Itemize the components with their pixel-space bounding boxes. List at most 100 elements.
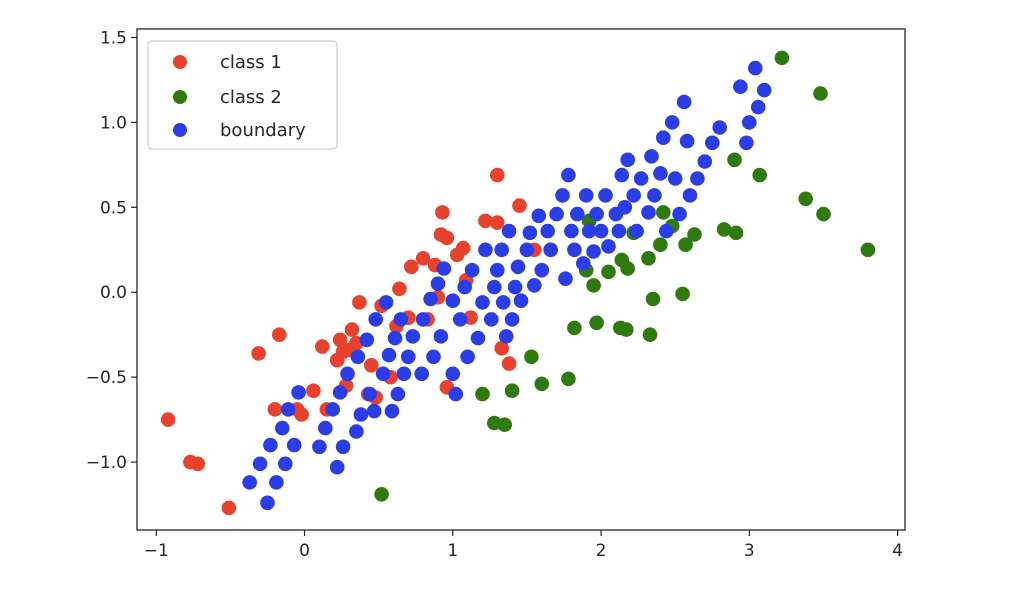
point-class-1 (294, 407, 309, 422)
point-boundary (593, 223, 609, 239)
point-boundary (598, 188, 613, 203)
point-boundary (415, 312, 431, 327)
point-class-1 (478, 213, 493, 229)
point-class-2 (813, 86, 828, 101)
point-boundary (436, 261, 452, 276)
point-boundary (433, 329, 449, 344)
point-boundary (739, 135, 754, 151)
point-class-2 (601, 264, 616, 280)
point-boundary (280, 402, 296, 417)
point-boundary (464, 262, 480, 278)
point-class-2 (620, 261, 635, 276)
point-class-1 (392, 281, 407, 297)
x-tick-label: 4 (892, 541, 903, 561)
y-tick-label: 1.0 (100, 113, 127, 133)
point-boundary (494, 242, 510, 258)
point-boundary (498, 329, 514, 344)
x-tick-label: 0 (299, 541, 310, 561)
point-boundary (581, 223, 597, 239)
point-boundary (540, 223, 555, 239)
point-boundary (555, 188, 570, 203)
legend: class 1 class 2 boundary (147, 40, 338, 150)
axes-frame (136, 28, 906, 531)
point-class-1 (251, 346, 266, 361)
point-boundary (430, 276, 446, 292)
point-boundary (484, 312, 499, 327)
x-axis-ticks: −1 0 1 2 3 4 (144, 530, 903, 561)
point-class-1 (306, 383, 321, 399)
point-boundary (332, 385, 348, 400)
point-boundary (504, 312, 520, 327)
point-boundary (667, 171, 683, 186)
point-boundary (664, 115, 680, 130)
point-class-2 (716, 222, 732, 237)
point-boundary (353, 407, 369, 422)
point-class-2 (619, 322, 634, 337)
point-class-1 (490, 215, 505, 230)
point-boundary (381, 347, 397, 363)
point-boundary (278, 456, 293, 472)
point-boundary (242, 475, 257, 490)
point-class-1 (364, 358, 379, 373)
point-class-2 (656, 205, 671, 220)
point-boundary (513, 293, 529, 309)
point-boundary (564, 223, 579, 239)
point-class-2 (504, 383, 520, 399)
point-boundary (393, 312, 409, 327)
point-boundary (359, 332, 375, 348)
x-tick-label: 2 (596, 541, 607, 561)
point-class-2 (641, 250, 656, 266)
point-boundary (423, 291, 438, 307)
point-class-1 (455, 240, 471, 256)
point-boundary (269, 475, 284, 490)
y-tick-label: −1.0 (86, 453, 127, 473)
point-boundary (712, 120, 727, 135)
point-boundary (519, 242, 535, 258)
point-boundary (490, 262, 505, 278)
point-class-2 (374, 487, 389, 502)
point-boundary (349, 424, 364, 439)
point-boundary (401, 349, 416, 365)
point-class-2 (475, 386, 490, 402)
point-class-2 (561, 371, 576, 387)
point-class-1 (332, 332, 348, 348)
point-boundary (507, 279, 523, 295)
point-class-2 (678, 237, 693, 252)
point-boundary (378, 295, 394, 310)
point-boundary (470, 330, 486, 346)
point-boundary (405, 329, 421, 344)
point-boundary (567, 242, 582, 258)
point-class-2 (687, 227, 702, 242)
point-class-1 (501, 356, 517, 371)
point-class-1 (267, 402, 283, 417)
point-boundary (487, 279, 502, 295)
point-boundary (448, 386, 464, 402)
point-boundary (362, 386, 378, 402)
legend-label-class-2: class 2 (220, 87, 282, 108)
point-boundary (682, 188, 698, 203)
point-class-2 (727, 152, 742, 168)
data-points (160, 50, 876, 516)
point-boundary (375, 366, 391, 382)
point-boundary (586, 244, 601, 259)
point-class-2 (589, 315, 604, 331)
point-boundary (522, 225, 538, 241)
y-tick-label: 1.5 (100, 28, 127, 48)
point-boundary (549, 206, 564, 222)
y-tick-label: 0.5 (100, 198, 127, 218)
point-boundary (679, 133, 695, 149)
point-class-2 (798, 191, 813, 207)
point-boundary (647, 188, 662, 203)
point-boundary (318, 420, 333, 436)
legend-marker-boundary (173, 123, 187, 137)
point-class-2 (497, 417, 512, 433)
point-class-2 (816, 206, 831, 222)
point-boundary (534, 262, 550, 278)
legend-box (147, 40, 338, 150)
point-boundary (629, 223, 644, 239)
point-boundary (457, 279, 473, 295)
y-axis-ticks: −1.0 −0.5 0.0 0.5 1.0 1.5 (86, 28, 137, 473)
point-boundary (291, 385, 306, 400)
point-boundary (387, 330, 403, 346)
